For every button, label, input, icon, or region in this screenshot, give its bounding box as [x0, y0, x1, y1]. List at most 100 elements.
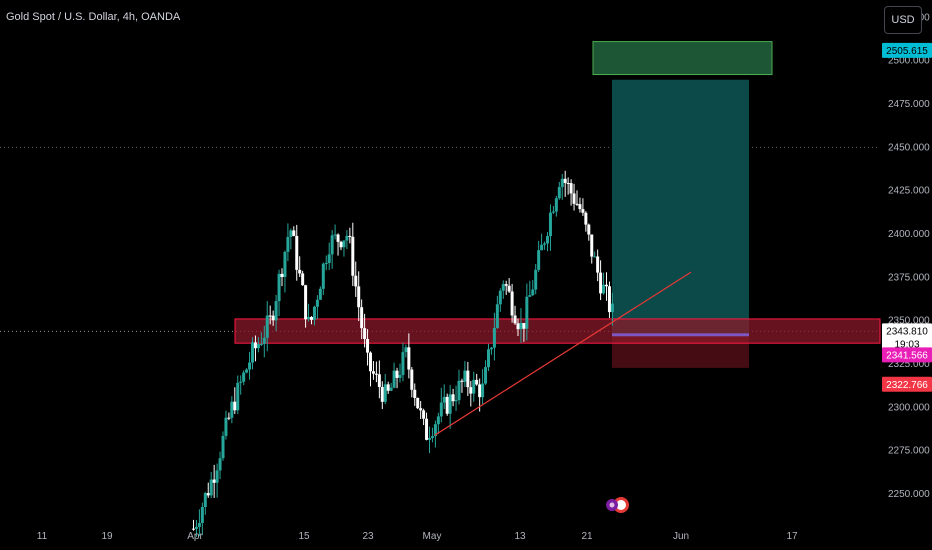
- candle-body[interactable]: [448, 394, 452, 414]
- candle-body[interactable]: [298, 269, 302, 274]
- candle-body[interactable]: [501, 284, 505, 291]
- candle-body[interactable]: [563, 178, 567, 183]
- candle-body[interactable]: [312, 306, 316, 320]
- candle-body[interactable]: [248, 362, 252, 370]
- candle-body[interactable]: [374, 373, 378, 375]
- candlestick-series[interactable]: [192, 170, 614, 537]
- candle-body[interactable]: [581, 209, 585, 213]
- candle-body[interactable]: [339, 241, 343, 248]
- candle-body[interactable]: [510, 291, 514, 316]
- candle-body[interactable]: [197, 523, 201, 527]
- candle-body[interactable]: [401, 352, 405, 376]
- candle-body[interactable]: [333, 234, 337, 236]
- candle-body[interactable]: [194, 526, 198, 529]
- candle-body[interactable]: [224, 417, 228, 436]
- candle-body[interactable]: [566, 182, 570, 184]
- candle-body[interactable]: [236, 382, 240, 411]
- candle-body[interactable]: [407, 347, 411, 370]
- candle-body[interactable]: [256, 344, 260, 349]
- candle-body[interactable]: [590, 234, 594, 257]
- candle-body[interactable]: [419, 408, 423, 411]
- candle-body[interactable]: [425, 418, 429, 440]
- currency-button[interactable]: USD: [884, 6, 922, 34]
- candle-body[interactable]: [534, 269, 538, 290]
- candle-body[interactable]: [221, 435, 225, 459]
- candle-body[interactable]: [283, 251, 287, 278]
- candle-body[interactable]: [572, 193, 576, 204]
- trendline-layer[interactable]: [434, 271, 692, 436]
- candle-body[interactable]: [466, 370, 470, 388]
- candle-body[interactable]: [206, 493, 210, 496]
- candle-body[interactable]: [209, 479, 213, 496]
- candle-body[interactable]: [395, 370, 399, 378]
- candle-body[interactable]: [369, 352, 372, 372]
- candle-body[interactable]: [321, 263, 325, 289]
- candle-body[interactable]: [481, 383, 485, 398]
- candle-body[interactable]: [445, 396, 449, 414]
- candle-body[interactable]: [265, 315, 269, 338]
- candle-body[interactable]: [392, 370, 396, 388]
- candle-body[interactable]: [271, 315, 275, 321]
- candle-body[interactable]: [522, 323, 526, 329]
- candle-body[interactable]: [487, 349, 490, 368]
- event-icons[interactable]: [606, 497, 629, 513]
- candle-body[interactable]: [200, 506, 204, 524]
- candle-body[interactable]: [351, 236, 355, 276]
- candle-body[interactable]: [280, 273, 284, 278]
- candle-body[interactable]: [551, 211, 555, 213]
- candle-body[interactable]: [507, 285, 511, 292]
- candle-body[interactable]: [602, 284, 606, 294]
- candle-body[interactable]: [587, 224, 591, 235]
- candle-body[interactable]: [203, 493, 207, 507]
- candle-body[interactable]: [342, 240, 346, 248]
- candle-body[interactable]: [262, 337, 266, 344]
- candle-body[interactable]: [531, 289, 535, 296]
- candle-body[interactable]: [433, 424, 437, 437]
- candle-body[interactable]: [398, 375, 402, 378]
- candle-body[interactable]: [292, 230, 296, 236]
- candle-body[interactable]: [422, 410, 426, 419]
- candle-body[interactable]: [268, 315, 272, 317]
- candle-body[interactable]: [233, 401, 237, 411]
- candle-body[interactable]: [607, 286, 611, 313]
- candle-body[interactable]: [386, 384, 390, 391]
- candle-body[interactable]: [495, 304, 499, 328]
- candle-body[interactable]: [548, 212, 552, 237]
- candle-body[interactable]: [413, 389, 417, 398]
- candle-body[interactable]: [439, 402, 443, 417]
- candle-body[interactable]: [336, 234, 340, 242]
- candle-body[interactable]: [357, 286, 361, 308]
- candle-body[interactable]: [286, 236, 290, 252]
- candle-body[interactable]: [537, 250, 541, 270]
- candle-body[interactable]: [498, 290, 502, 305]
- candle-body[interactable]: [484, 367, 488, 384]
- candle-body[interactable]: [345, 235, 349, 241]
- candle-body[interactable]: [327, 254, 331, 263]
- candle-body[interactable]: [599, 272, 603, 294]
- candle-body[interactable]: [596, 256, 600, 273]
- candle-body[interactable]: [192, 528, 195, 530]
- candle-body[interactable]: [245, 369, 249, 373]
- candle-body[interactable]: [315, 299, 319, 307]
- candle-body[interactable]: [218, 458, 222, 471]
- candle-body[interactable]: [489, 347, 493, 350]
- candle-body[interactable]: [519, 323, 523, 330]
- candle-body[interactable]: [554, 198, 558, 212]
- candle-body[interactable]: [274, 301, 278, 321]
- candle-body[interactable]: [404, 347, 408, 353]
- candle-body[interactable]: [478, 384, 482, 398]
- candle-body[interactable]: [410, 369, 414, 390]
- candle-body[interactable]: [540, 244, 544, 251]
- candle-body[interactable]: [354, 275, 358, 287]
- candle-body[interactable]: [593, 256, 597, 258]
- candle-body[interactable]: [430, 436, 434, 438]
- candle-body[interactable]: [525, 296, 529, 329]
- economic-event-icon[interactable]: [606, 499, 618, 511]
- candle-body[interactable]: [472, 379, 476, 394]
- candle-body[interactable]: [253, 342, 257, 349]
- candle-body[interactable]: [460, 380, 464, 382]
- candle-body[interactable]: [212, 479, 216, 483]
- candle-body[interactable]: [324, 262, 328, 264]
- candle-body[interactable]: [475, 379, 479, 385]
- candle-body[interactable]: [304, 285, 308, 320]
